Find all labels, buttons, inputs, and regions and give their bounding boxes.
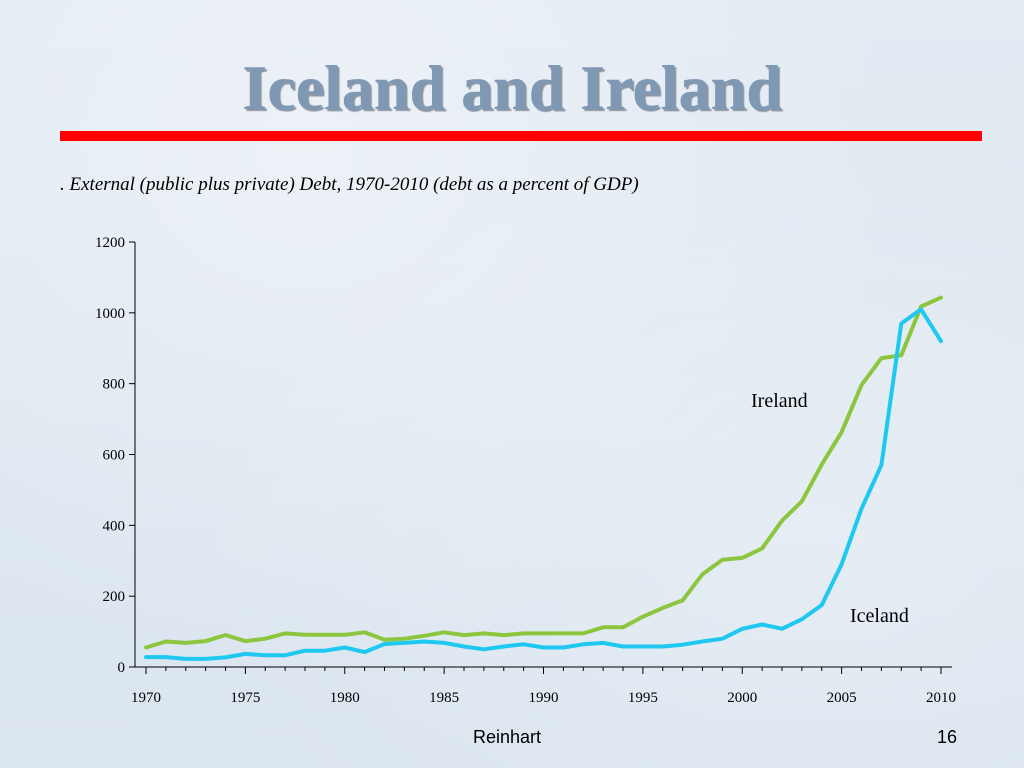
y-tick-label: 0	[118, 660, 126, 676]
page-number: 16	[937, 727, 958, 747]
series-line-iceland	[144, 307, 943, 661]
chart-subtitle: . External (public plus private) Debt, 1…	[60, 174, 639, 195]
x-tick-label: 1985	[429, 690, 459, 706]
title-underline-rule	[60, 131, 982, 141]
slide-title: Iceland and Ireland	[242, 52, 782, 123]
chart-series-layer	[144, 295, 943, 661]
x-tick-label: 1980	[330, 690, 360, 706]
y-tick-label: 600	[103, 448, 126, 464]
y-tick-label: 200	[103, 589, 126, 605]
y-tick-label: 1200	[95, 235, 125, 251]
x-tick-label: 2010	[926, 690, 956, 706]
x-tick-label: 1995	[628, 690, 658, 706]
footer-author: Reinhart	[473, 727, 542, 747]
series-label-iceland: Iceland	[850, 605, 909, 627]
series-label-ireland: Ireland	[751, 390, 808, 412]
y-tick-label: 400	[103, 518, 126, 534]
y-tick-label: 800	[103, 377, 126, 393]
series-line-ireland	[144, 295, 943, 650]
x-tick-label: 2005	[827, 690, 857, 706]
x-tick-label: 2000	[727, 690, 757, 706]
chart-series-labels: Ireland Iceland	[751, 390, 909, 627]
chart-axes: 0 200 400 600 800 1000 1200 1970 1975 1980 1985 199…	[95, 235, 956, 706]
y-tick-label: 1000	[95, 306, 125, 322]
x-tick-label: 1970	[131, 690, 161, 706]
x-tick-label: 1990	[529, 690, 559, 706]
x-tick-label: 1975	[230, 690, 260, 706]
